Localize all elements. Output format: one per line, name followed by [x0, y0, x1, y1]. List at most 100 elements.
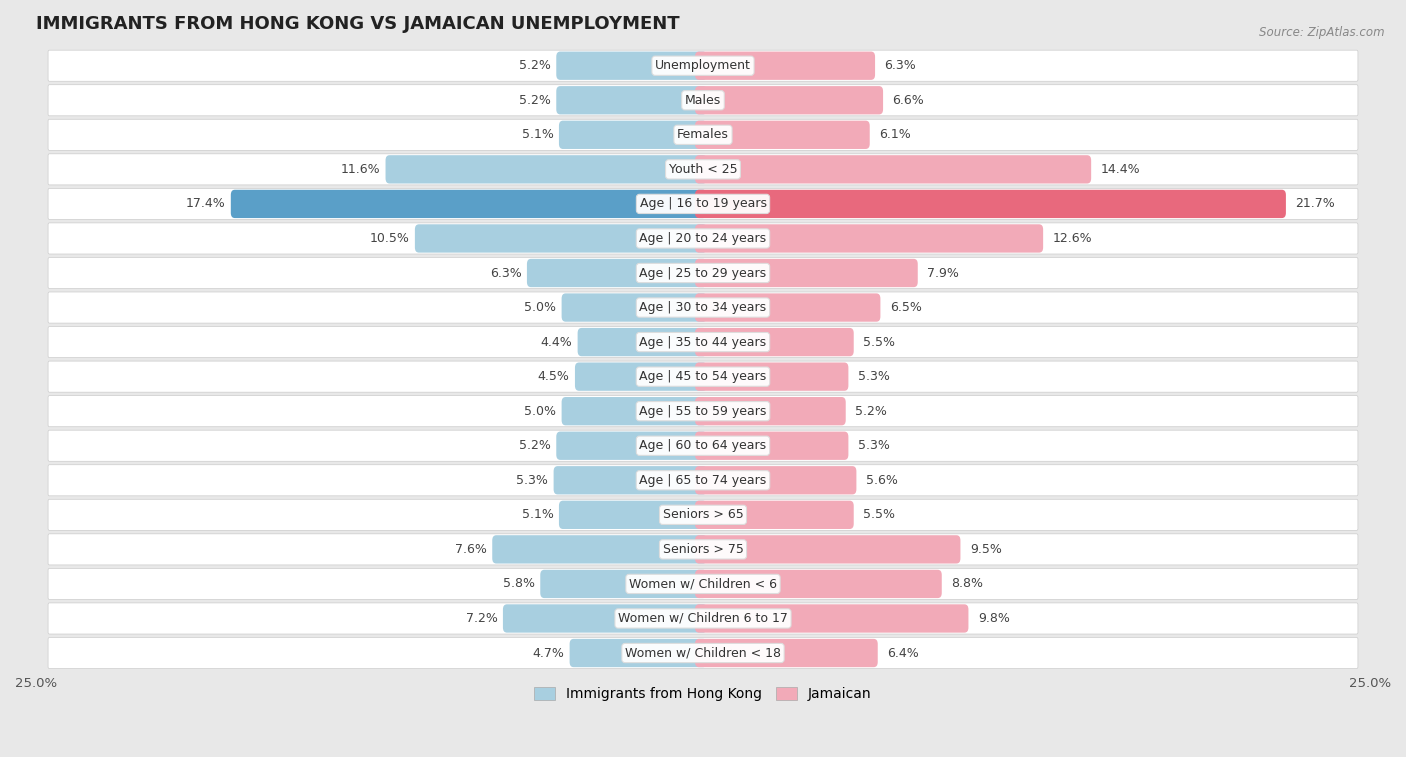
- Text: 4.5%: 4.5%: [537, 370, 569, 383]
- Text: 11.6%: 11.6%: [340, 163, 380, 176]
- Text: 6.5%: 6.5%: [890, 301, 921, 314]
- Text: Age | 25 to 29 years: Age | 25 to 29 years: [640, 266, 766, 279]
- Text: 5.2%: 5.2%: [855, 405, 887, 418]
- FancyBboxPatch shape: [695, 431, 848, 460]
- Text: 5.5%: 5.5%: [863, 335, 896, 348]
- Text: 6.1%: 6.1%: [879, 129, 911, 142]
- Text: 4.7%: 4.7%: [533, 646, 564, 659]
- Text: Women w/ Children < 18: Women w/ Children < 18: [626, 646, 780, 659]
- Text: 7.6%: 7.6%: [456, 543, 486, 556]
- FancyBboxPatch shape: [48, 361, 1358, 392]
- Text: 5.2%: 5.2%: [519, 59, 551, 72]
- Text: 5.1%: 5.1%: [522, 129, 554, 142]
- FancyBboxPatch shape: [557, 431, 707, 460]
- FancyBboxPatch shape: [695, 190, 1286, 218]
- FancyBboxPatch shape: [48, 534, 1358, 565]
- Text: 17.4%: 17.4%: [186, 198, 225, 210]
- Text: Age | 16 to 19 years: Age | 16 to 19 years: [640, 198, 766, 210]
- Text: Age | 65 to 74 years: Age | 65 to 74 years: [640, 474, 766, 487]
- FancyBboxPatch shape: [560, 500, 707, 529]
- Text: Males: Males: [685, 94, 721, 107]
- FancyBboxPatch shape: [695, 120, 870, 149]
- FancyBboxPatch shape: [48, 154, 1358, 185]
- Text: 9.8%: 9.8%: [977, 612, 1010, 625]
- FancyBboxPatch shape: [48, 326, 1358, 357]
- FancyBboxPatch shape: [415, 224, 707, 253]
- FancyBboxPatch shape: [48, 50, 1358, 81]
- FancyBboxPatch shape: [527, 259, 707, 287]
- FancyBboxPatch shape: [48, 396, 1358, 427]
- Text: 21.7%: 21.7%: [1295, 198, 1334, 210]
- FancyBboxPatch shape: [48, 637, 1358, 668]
- FancyBboxPatch shape: [231, 190, 707, 218]
- Text: 5.8%: 5.8%: [503, 578, 534, 590]
- Text: Youth < 25: Youth < 25: [669, 163, 737, 176]
- Text: 6.4%: 6.4%: [887, 646, 920, 659]
- Text: 14.4%: 14.4%: [1101, 163, 1140, 176]
- Text: Age | 20 to 24 years: Age | 20 to 24 years: [640, 232, 766, 245]
- FancyBboxPatch shape: [48, 223, 1358, 254]
- FancyBboxPatch shape: [695, 224, 1043, 253]
- Text: 5.1%: 5.1%: [522, 509, 554, 522]
- Text: 5.2%: 5.2%: [519, 439, 551, 452]
- Text: 5.0%: 5.0%: [524, 301, 557, 314]
- FancyBboxPatch shape: [561, 397, 707, 425]
- FancyBboxPatch shape: [695, 363, 848, 391]
- FancyBboxPatch shape: [695, 570, 942, 598]
- FancyBboxPatch shape: [557, 51, 707, 80]
- Text: 5.3%: 5.3%: [516, 474, 548, 487]
- Text: 5.5%: 5.5%: [863, 509, 896, 522]
- FancyBboxPatch shape: [695, 259, 918, 287]
- Text: Source: ZipAtlas.com: Source: ZipAtlas.com: [1260, 26, 1385, 39]
- FancyBboxPatch shape: [48, 257, 1358, 288]
- FancyBboxPatch shape: [578, 328, 707, 357]
- FancyBboxPatch shape: [557, 86, 707, 114]
- FancyBboxPatch shape: [695, 535, 960, 563]
- Text: Age | 60 to 64 years: Age | 60 to 64 years: [640, 439, 766, 452]
- FancyBboxPatch shape: [695, 155, 1091, 183]
- Text: Seniors > 75: Seniors > 75: [662, 543, 744, 556]
- FancyBboxPatch shape: [695, 328, 853, 357]
- FancyBboxPatch shape: [569, 639, 707, 667]
- Text: 5.0%: 5.0%: [524, 405, 557, 418]
- FancyBboxPatch shape: [503, 604, 707, 633]
- Text: 4.4%: 4.4%: [540, 335, 572, 348]
- FancyBboxPatch shape: [48, 500, 1358, 531]
- FancyBboxPatch shape: [492, 535, 707, 563]
- FancyBboxPatch shape: [695, 466, 856, 494]
- FancyBboxPatch shape: [561, 294, 707, 322]
- FancyBboxPatch shape: [48, 188, 1358, 220]
- Text: 9.5%: 9.5%: [970, 543, 1001, 556]
- FancyBboxPatch shape: [695, 397, 846, 425]
- Text: 10.5%: 10.5%: [370, 232, 409, 245]
- Text: 5.6%: 5.6%: [866, 474, 897, 487]
- Text: 7.9%: 7.9%: [927, 266, 959, 279]
- Text: 5.2%: 5.2%: [519, 94, 551, 107]
- Text: Age | 35 to 44 years: Age | 35 to 44 years: [640, 335, 766, 348]
- FancyBboxPatch shape: [48, 85, 1358, 116]
- FancyBboxPatch shape: [575, 363, 707, 391]
- Text: Females: Females: [678, 129, 728, 142]
- Text: Age | 30 to 34 years: Age | 30 to 34 years: [640, 301, 766, 314]
- Text: 5.3%: 5.3%: [858, 370, 890, 383]
- Text: Seniors > 65: Seniors > 65: [662, 509, 744, 522]
- Text: 12.6%: 12.6%: [1053, 232, 1092, 245]
- Text: Unemployment: Unemployment: [655, 59, 751, 72]
- FancyBboxPatch shape: [695, 86, 883, 114]
- Legend: Immigrants from Hong Kong, Jamaican: Immigrants from Hong Kong, Jamaican: [529, 682, 877, 707]
- Text: Age | 55 to 59 years: Age | 55 to 59 years: [640, 405, 766, 418]
- FancyBboxPatch shape: [540, 570, 707, 598]
- FancyBboxPatch shape: [385, 155, 707, 183]
- Text: IMMIGRANTS FROM HONG KONG VS JAMAICAN UNEMPLOYMENT: IMMIGRANTS FROM HONG KONG VS JAMAICAN UN…: [37, 15, 679, 33]
- FancyBboxPatch shape: [695, 51, 875, 80]
- FancyBboxPatch shape: [48, 292, 1358, 323]
- FancyBboxPatch shape: [48, 603, 1358, 634]
- Text: Women w/ Children < 6: Women w/ Children < 6: [628, 578, 778, 590]
- Text: 6.6%: 6.6%: [893, 94, 924, 107]
- FancyBboxPatch shape: [695, 294, 880, 322]
- FancyBboxPatch shape: [554, 466, 707, 494]
- FancyBboxPatch shape: [695, 604, 969, 633]
- FancyBboxPatch shape: [48, 120, 1358, 151]
- Text: 7.2%: 7.2%: [465, 612, 498, 625]
- Text: Age | 45 to 54 years: Age | 45 to 54 years: [640, 370, 766, 383]
